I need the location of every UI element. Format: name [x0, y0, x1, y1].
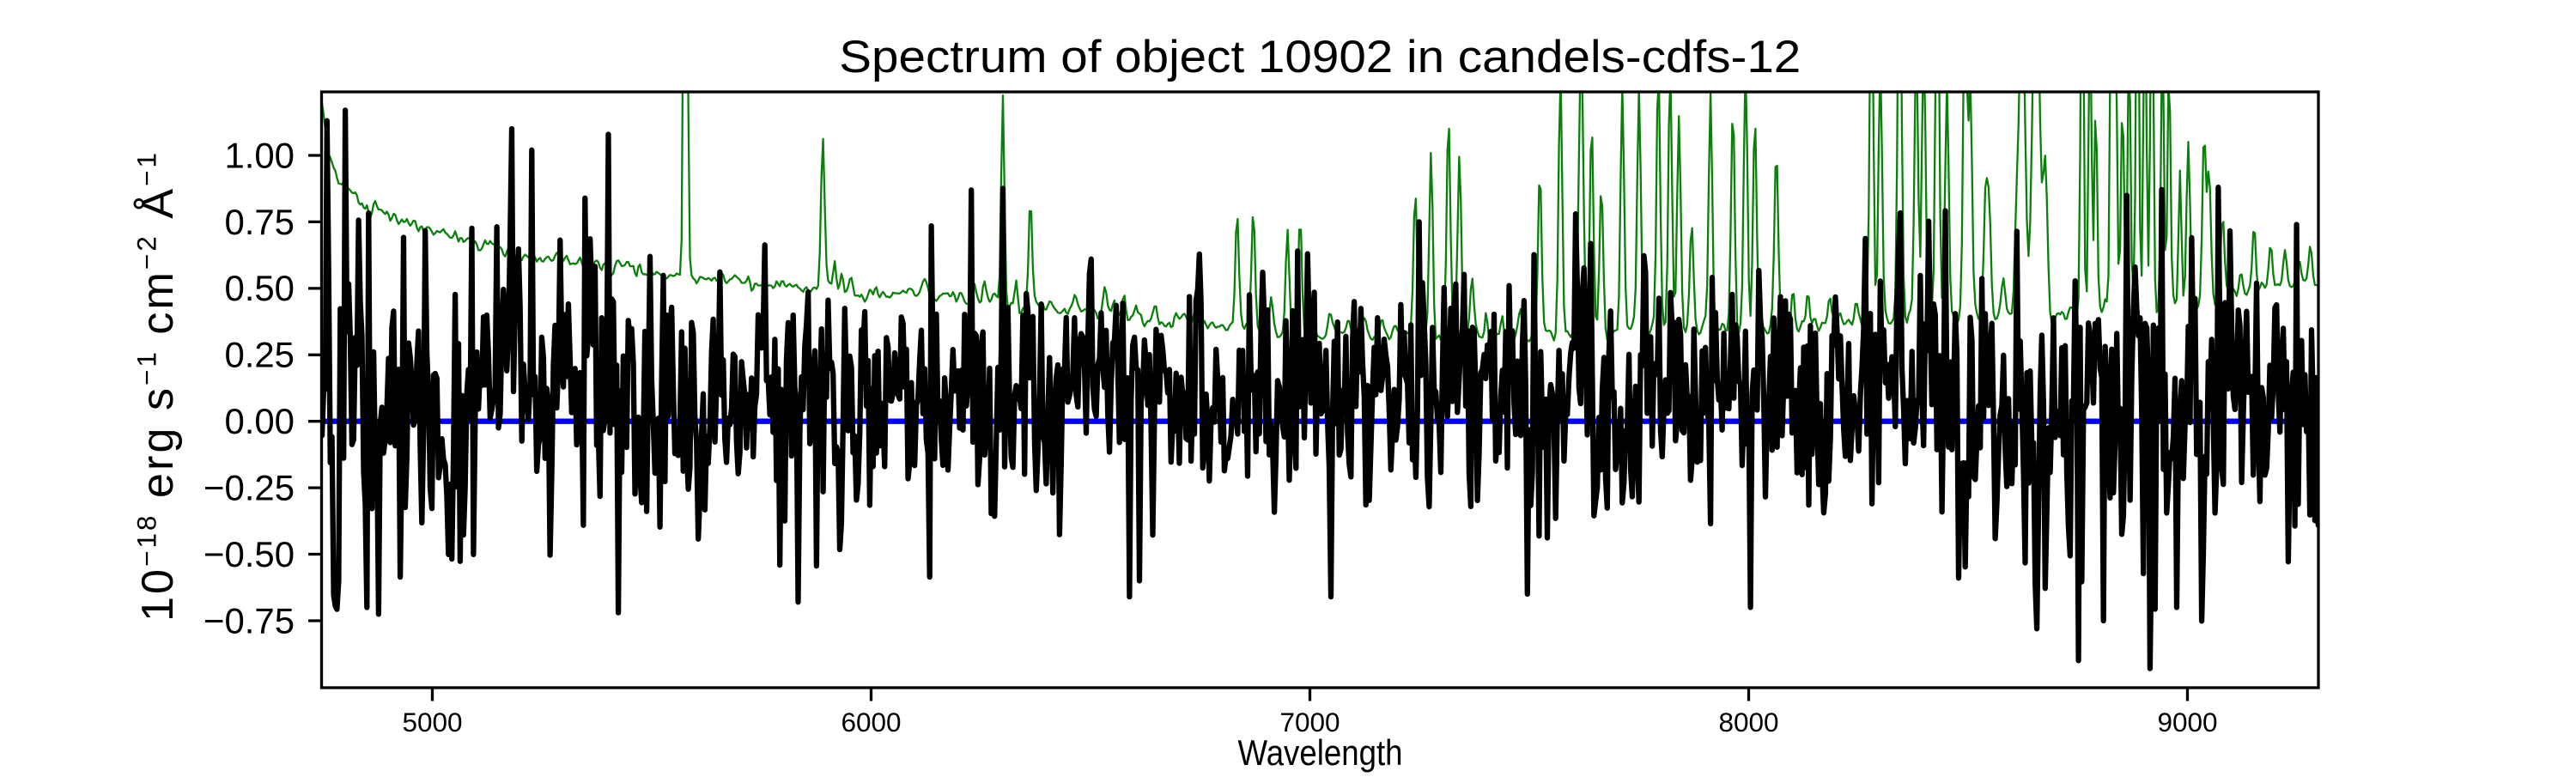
svg-text:Spectrum of object 10902 in ca: Spectrum of object 10902 in candels-cdfs… [839, 32, 1801, 82]
svg-text:Wavelength: Wavelength [1238, 733, 1403, 773]
svg-text:−0.50: −0.50 [204, 534, 295, 574]
svg-text:0.50: 0.50 [224, 268, 295, 308]
svg-text:−0.25: −0.25 [204, 468, 295, 508]
svg-text:−0.75: −0.75 [204, 600, 295, 640]
svg-text:9000: 9000 [2157, 707, 2217, 738]
svg-text:5000: 5000 [402, 707, 462, 738]
svg-text:6000: 6000 [841, 707, 901, 738]
svg-text:0.75: 0.75 [224, 202, 295, 242]
svg-text:0.00: 0.00 [224, 401, 295, 441]
svg-text:8000: 8000 [1718, 707, 1778, 738]
svg-text:0.25: 0.25 [224, 335, 295, 375]
svg-text:1.00: 1.00 [224, 135, 295, 175]
svg-text:7000: 7000 [1279, 707, 1340, 738]
